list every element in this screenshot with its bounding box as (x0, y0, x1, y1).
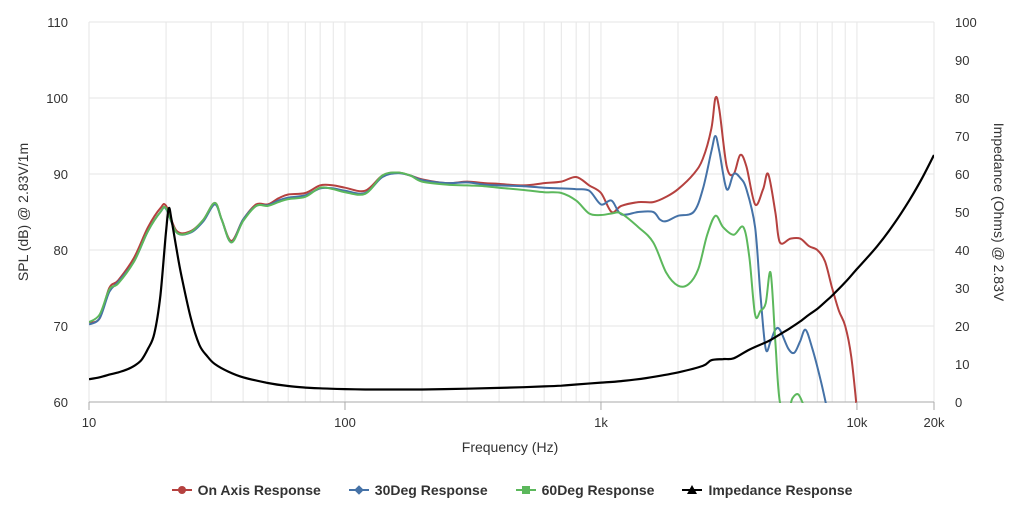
x-tick-label: 20k (924, 415, 945, 430)
legend-item-30deg-response[interactable]: 30Deg Response (348, 482, 488, 498)
legend-item-60deg-response[interactable]: 60Deg Response (515, 482, 655, 498)
legend-label: 60Deg Response (541, 482, 655, 498)
series-line-impedance-response[interactable] (89, 154, 934, 391)
legend-item-impedance-response[interactable]: Impedance Response (682, 482, 852, 498)
y-tick-label: 100 (46, 91, 68, 106)
y2-tick-label: 40 (955, 243, 969, 258)
series-line-on-axis-response[interactable] (89, 95, 858, 410)
x-axis-title: Frequency (Hz) (462, 439, 558, 455)
y2-tick-label: 90 (955, 53, 969, 68)
legend-marker (177, 486, 186, 494)
x-tick-label: 1k (594, 415, 608, 430)
x-tick-label: 10 (82, 415, 96, 430)
x-tick-label: 10k (846, 415, 867, 430)
y2-tick-label: 10 (955, 357, 969, 372)
diamond-marker-icon (348, 484, 369, 496)
y-tick-label: 90 (54, 167, 68, 182)
y2-tick-label: 60 (955, 167, 969, 182)
y2-tick-label: 100 (955, 15, 977, 30)
y2-axis-title: Impedance (Ohms) @ 2.83V (991, 123, 1007, 302)
legend-label: On Axis Response (197, 482, 321, 498)
y2-tick-label: 80 (955, 91, 969, 106)
y-tick-label: 80 (54, 243, 68, 258)
triangle-marker-icon (682, 484, 703, 496)
tick-labels: 60 70 80 90 100 110 0 10 20 30 40 50 60 70 80 90 100 10 10… (46, 15, 976, 430)
y-tick-label: 110 (47, 15, 68, 30)
y-tick-label: 70 (54, 319, 68, 334)
legend: On Axis Response 30Deg Response 60Deg Resp… (0, 478, 1024, 502)
x-tick-label: 100 (334, 415, 356, 430)
y2-tick-label: 0 (955, 395, 962, 410)
legend-marker (687, 485, 698, 494)
legend-marker (353, 485, 364, 495)
legend-label: Impedance Response (708, 482, 853, 498)
y2-tick-label: 50 (955, 205, 969, 220)
legend-item-on-axis-response[interactable]: On Axis Response (171, 482, 321, 498)
y2-tick-label: 30 (955, 281, 969, 296)
series-line-60deg-response[interactable] (89, 171, 804, 410)
y2-tick-label: 70 (955, 129, 969, 144)
grid (88, 21, 935, 403)
legend-marker (521, 486, 530, 494)
legend-label: 30Deg Response (374, 482, 488, 498)
circle-marker-icon (171, 484, 192, 496)
series-line-30deg-response[interactable] (89, 135, 827, 406)
series-group (89, 95, 934, 410)
y-tick-label: 60 (54, 395, 68, 410)
square-marker-icon (515, 484, 536, 496)
y2-tick-label: 20 (955, 319, 969, 334)
y-axis-title: SPL (dB) @ 2.83V/1m (15, 143, 31, 281)
